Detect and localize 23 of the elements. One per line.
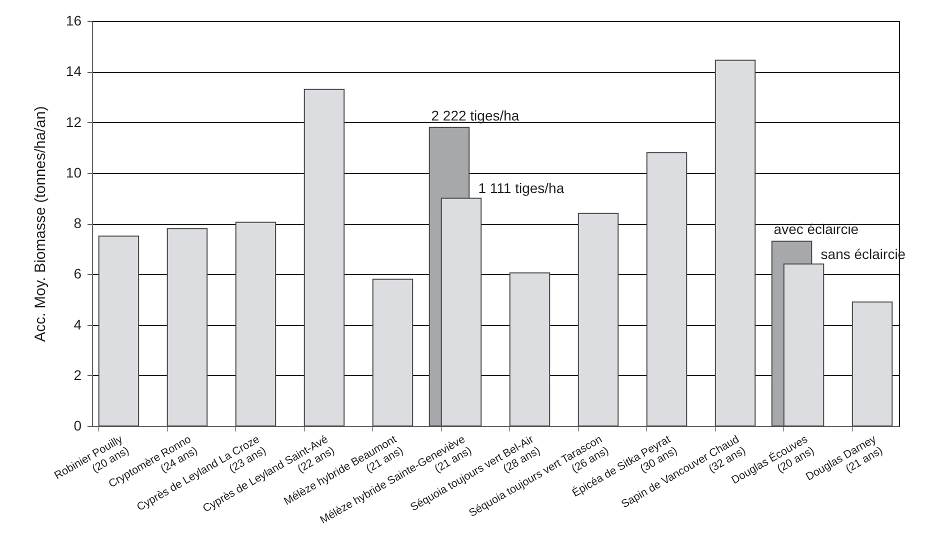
y-tick-label: 12 bbox=[66, 114, 82, 130]
annotation: 1 111 tiges/ha bbox=[478, 180, 564, 196]
bar bbox=[166, 228, 208, 426]
bar bbox=[714, 60, 756, 426]
annotation: avec éclaircie bbox=[774, 221, 859, 238]
y-tick-label: 6 bbox=[74, 266, 82, 282]
bar bbox=[98, 236, 140, 426]
y-tick-label: 8 bbox=[74, 215, 82, 231]
y-axis-title: Acc. Moy. Biomasse (tonnes/ha/an) bbox=[32, 106, 49, 342]
bar bbox=[578, 212, 619, 426]
annotation: 2 222 tiges/ha bbox=[431, 107, 520, 124]
bar bbox=[235, 222, 276, 426]
y-tick-label: 4 bbox=[74, 316, 82, 332]
y-tick-label: 16 bbox=[66, 12, 82, 28]
bar bbox=[852, 301, 893, 426]
y-tick-label: 0 bbox=[74, 418, 82, 434]
y-tick-label: 2 bbox=[74, 366, 82, 383]
bar bbox=[509, 272, 550, 426]
bar bbox=[646, 152, 688, 426]
bar bbox=[304, 88, 345, 426]
y-tick-label: 10 bbox=[66, 164, 82, 180]
bar bbox=[372, 278, 414, 426]
y-tick-label: 14 bbox=[66, 63, 82, 80]
